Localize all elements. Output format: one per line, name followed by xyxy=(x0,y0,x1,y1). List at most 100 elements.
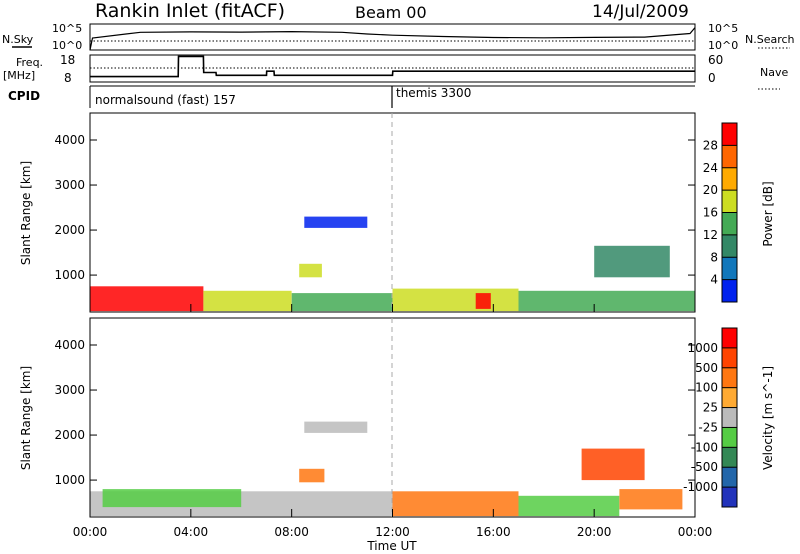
y-tick-label: 4000 xyxy=(54,338,85,352)
colorbar-tick-label: -1000 xyxy=(683,480,718,494)
nsearch-tick-top: 10^5 xyxy=(708,22,738,35)
colorbar-swatch xyxy=(722,212,737,235)
colorbar-swatch xyxy=(722,145,737,168)
echo-region-8 xyxy=(518,290,695,312)
x-tick-label: 20:00 xyxy=(577,525,612,539)
colorbar-swatch xyxy=(722,257,737,280)
y-tick-label: 2000 xyxy=(54,223,85,237)
date-label: 14/Jul/2009 xyxy=(592,2,689,22)
beam-label: Beam 00 xyxy=(355,3,427,22)
time-x-axis: 00:00 04:00 08:00 12:00 16:00 20:00 00:00 xyxy=(73,304,713,539)
y-tick-label: 3000 xyxy=(54,383,85,397)
colorbar-tick-label: 8 xyxy=(710,250,718,264)
colorbar-frame xyxy=(721,327,738,508)
power-y-label: Slant Range [km] xyxy=(19,161,33,265)
echo-region-4 xyxy=(299,263,322,278)
y-tick-label: 4000 xyxy=(54,133,85,147)
nsky-tick-top: 10^5 xyxy=(52,22,82,35)
echo-region-5 xyxy=(304,216,368,228)
y-tick-label: 3000 xyxy=(54,178,85,192)
freq-series-line xyxy=(90,55,695,78)
colorbar-swatch xyxy=(722,427,737,448)
velocity-colorbar: 1000 500 100 25 -25 -100 -500 -1000 xyxy=(683,327,738,508)
colorbar-swatch xyxy=(722,487,737,507)
colorbar-tick-label: 500 xyxy=(695,361,718,375)
echo-region-7 xyxy=(475,293,491,309)
x-tick-label: 16:00 xyxy=(476,525,511,539)
freq-tick-top: 18 xyxy=(60,53,75,67)
freq-panel: Freq. [MHz] 18 8 60 0 Nave xyxy=(3,53,788,90)
echo-region-6 xyxy=(518,495,620,517)
x-tick-label: 12:00 xyxy=(375,525,410,539)
x-tick-label: 00:00 xyxy=(678,525,713,539)
freq-tick-bottom: 8 xyxy=(64,71,72,85)
y-tick-label: 2000 xyxy=(54,428,85,442)
nsky-panel: N.Sky 10^5 10^0 10^5 10^0 N.Search xyxy=(2,22,795,52)
x-axis-label: Time UT xyxy=(366,539,417,553)
velocity-heatmap xyxy=(90,421,683,517)
colorbar-swatch xyxy=(722,367,737,388)
colorbar-swatch xyxy=(722,447,737,468)
colorbar-swatch xyxy=(722,347,737,368)
colorbar-swatch xyxy=(722,190,737,213)
echo-region-2 xyxy=(102,489,242,508)
nave-label: Nave xyxy=(760,66,788,79)
y-tick-label: 1000 xyxy=(54,268,85,282)
colorbar-swatch xyxy=(722,467,737,488)
nsky-tick-bottom: 10^0 xyxy=(52,39,82,52)
freq-label: Freq. xyxy=(16,56,43,69)
cpid-segment-1: normalsound (fast) 157 xyxy=(95,93,236,107)
colorbar-tick-label: -25 xyxy=(698,420,718,434)
velocity-y-label: Slant Range [km] xyxy=(19,366,33,470)
echo-region-1 xyxy=(90,286,204,312)
nsearch-tick-bottom: 10^0 xyxy=(708,39,738,52)
colorbar-tick-label: -500 xyxy=(691,460,718,474)
plot-title: Rankin Inlet (fitACF) xyxy=(95,0,285,22)
colorbar-tick-label: -100 xyxy=(691,440,718,454)
colorbar-tick-label: 25 xyxy=(703,401,718,415)
colorbar-swatch xyxy=(722,167,737,191)
echo-region-7 xyxy=(581,448,645,481)
echo-region-2 xyxy=(203,290,292,312)
echo-region-4 xyxy=(304,421,368,433)
echo-region-6 xyxy=(392,288,519,312)
x-tick-label: 00:00 xyxy=(73,525,108,539)
echo-region-3 xyxy=(291,293,393,312)
echo-region-3 xyxy=(299,468,325,483)
power-heatmap xyxy=(90,216,695,312)
x-tick-label: 04:00 xyxy=(174,525,209,539)
echo-region-8 xyxy=(619,489,683,510)
colorbar-tick-label: 16 xyxy=(703,206,718,220)
cpid-segment-2: themis 3300 xyxy=(396,86,471,100)
power-panel: 1000 2000 3000 4000 Slant Range [km] 4 8 12 16… xyxy=(19,112,775,313)
power-y-axis: 1000 2000 3000 4000 xyxy=(54,133,695,282)
colorbar-swatch xyxy=(722,328,737,348)
echo-region-9 xyxy=(594,245,670,278)
colorbar-tick-label: 1000 xyxy=(687,341,718,355)
nave-tick-bottom: 0 xyxy=(708,71,716,85)
freq-unit: [MHz] xyxy=(3,69,35,82)
colorbar-swatch xyxy=(722,279,737,302)
colorbar-tick-label: 100 xyxy=(695,381,718,395)
colorbar-swatch xyxy=(722,407,737,428)
velocity-colorbar-label: Velocity [m s^-1] xyxy=(761,366,775,470)
velocity-y-axis: 1000 2000 3000 4000 xyxy=(54,338,695,487)
colorbar-swatch xyxy=(722,387,737,408)
cpid-strip: CPID normalsound (fast) 157 themis 3300 xyxy=(8,85,695,108)
nsky-series-line xyxy=(89,27,696,51)
colorbar-swatch xyxy=(722,123,737,146)
colorbar-swatch xyxy=(722,234,737,258)
colorbar-tick-label: 12 xyxy=(703,228,718,242)
power-colorbar-label: Power [dB] xyxy=(761,181,775,246)
velocity-panel: 1000 2000 3000 4000 Slant Range [km] 1000 50… xyxy=(19,317,775,518)
colorbar-tick-label: 4 xyxy=(710,273,718,287)
echo-region-5 xyxy=(392,491,519,517)
nave-tick-top: 60 xyxy=(708,53,723,67)
y-tick-label: 1000 xyxy=(54,473,85,487)
nsky-label: N.Sky xyxy=(2,33,34,46)
cpid-label: CPID xyxy=(8,89,40,103)
x-tick-label: 08:00 xyxy=(274,525,309,539)
colorbar-tick-label: 20 xyxy=(703,183,718,197)
power-colorbar: 4 8 12 16 20 24 28 xyxy=(703,122,738,303)
